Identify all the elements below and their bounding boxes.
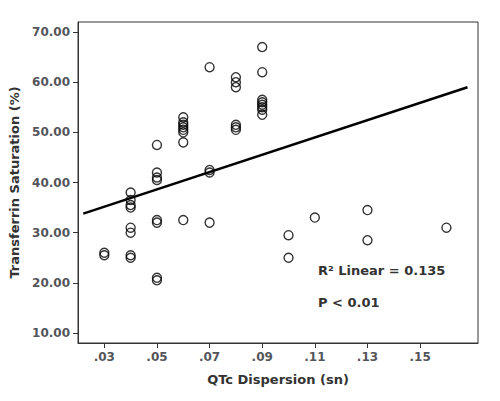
svg-text:60.00: 60.00 [32,75,70,89]
svg-text:R² Linear = 0.135: R² Linear = 0.135 [318,263,445,278]
svg-text:.15: .15 [409,350,430,364]
svg-text:QTc Dispersion (sn): QTc Dispersion (sn) [207,372,349,387]
svg-text:.05: .05 [146,350,167,364]
svg-text:.13: .13 [357,350,378,364]
svg-text:.03: .03 [94,350,115,364]
svg-text:.11: .11 [304,350,325,364]
svg-text:30.00: 30.00 [32,226,70,240]
svg-text:10.00: 10.00 [32,326,70,340]
svg-text:P < 0.01: P < 0.01 [318,295,380,310]
svg-text:70.00: 70.00 [32,25,70,39]
svg-text:50.00: 50.00 [32,125,70,139]
svg-text:20.00: 20.00 [32,276,70,290]
svg-text:.07: .07 [199,350,220,364]
svg-text:.09: .09 [252,350,273,364]
svg-text:40.00: 40.00 [32,176,70,190]
svg-text:Transferrin Saturation (%): Transferrin Saturation (%) [7,86,22,278]
